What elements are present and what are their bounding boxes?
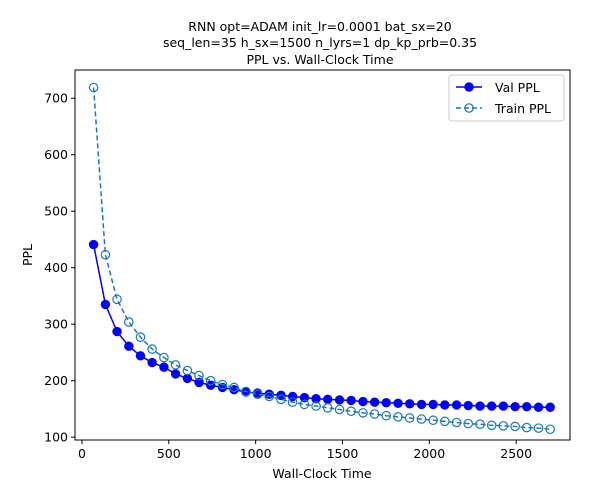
val-ppl-point — [370, 398, 378, 406]
val-ppl-point — [347, 396, 355, 404]
val-ppl-point — [429, 400, 437, 408]
y-axis-label: PPL — [20, 244, 35, 266]
val-ppl-point — [476, 402, 484, 410]
x-tick-label: 1500 — [327, 446, 359, 461]
val-ppl-point — [324, 395, 332, 403]
y-tick-label: 600 — [44, 147, 68, 162]
val-ppl-point — [394, 399, 402, 407]
y-tick-label: 200 — [44, 373, 68, 388]
legend-val-marker — [465, 83, 473, 91]
y-tick-label: 400 — [44, 260, 68, 275]
legend-train-label: Train PPL — [494, 101, 551, 116]
val-ppl-point — [89, 240, 97, 248]
val-ppl-point — [335, 396, 343, 404]
title-line-1: RNN opt=ADAM init_lr=0.0001 bat_sx=20 — [188, 19, 451, 34]
val-ppl-point — [499, 402, 507, 410]
val-ppl-point — [405, 400, 413, 408]
val-ppl-point — [359, 397, 367, 405]
val-ppl-point — [160, 363, 168, 371]
val-ppl-point — [148, 358, 156, 366]
val-ppl-point — [441, 401, 449, 409]
val-ppl-point — [101, 300, 109, 308]
val-ppl-point — [452, 401, 460, 409]
val-ppl-point — [534, 403, 542, 411]
x-tick-label: 1000 — [240, 446, 272, 461]
title-line-2: seq_len=35 h_sx=1500 n_lyrs=1 dp_kp_prb=… — [163, 35, 477, 50]
title-line-3: PPL vs. Wall-Clock Time — [246, 52, 393, 67]
val-ppl-point — [183, 374, 191, 382]
y-tick-label: 300 — [44, 317, 68, 332]
y-tick-label: 500 — [44, 204, 68, 219]
val-ppl-point — [125, 342, 133, 350]
val-ppl-point — [546, 403, 554, 411]
val-ppl-point — [136, 352, 144, 360]
x-tick-label: 0 — [78, 446, 86, 461]
val-ppl-point — [417, 400, 425, 408]
val-ppl-point — [113, 327, 121, 335]
x-tick-label: 2500 — [500, 446, 532, 461]
val-ppl-point — [523, 402, 531, 410]
legend-val-label: Val PPL — [495, 80, 540, 95]
val-ppl-point — [511, 402, 519, 410]
legend: Val PPL Train PPL — [449, 75, 564, 121]
x-tick-label: 500 — [157, 446, 181, 461]
val-ppl-point — [171, 370, 179, 378]
val-ppl-point — [382, 399, 390, 407]
y-tick-label: 700 — [44, 91, 68, 106]
val-ppl-point — [464, 401, 472, 409]
y-tick-label: 100 — [44, 430, 68, 445]
val-ppl-point — [487, 402, 495, 410]
x-axis-label: Wall-Clock Time — [272, 466, 372, 481]
x-tick-label: 2000 — [413, 446, 445, 461]
